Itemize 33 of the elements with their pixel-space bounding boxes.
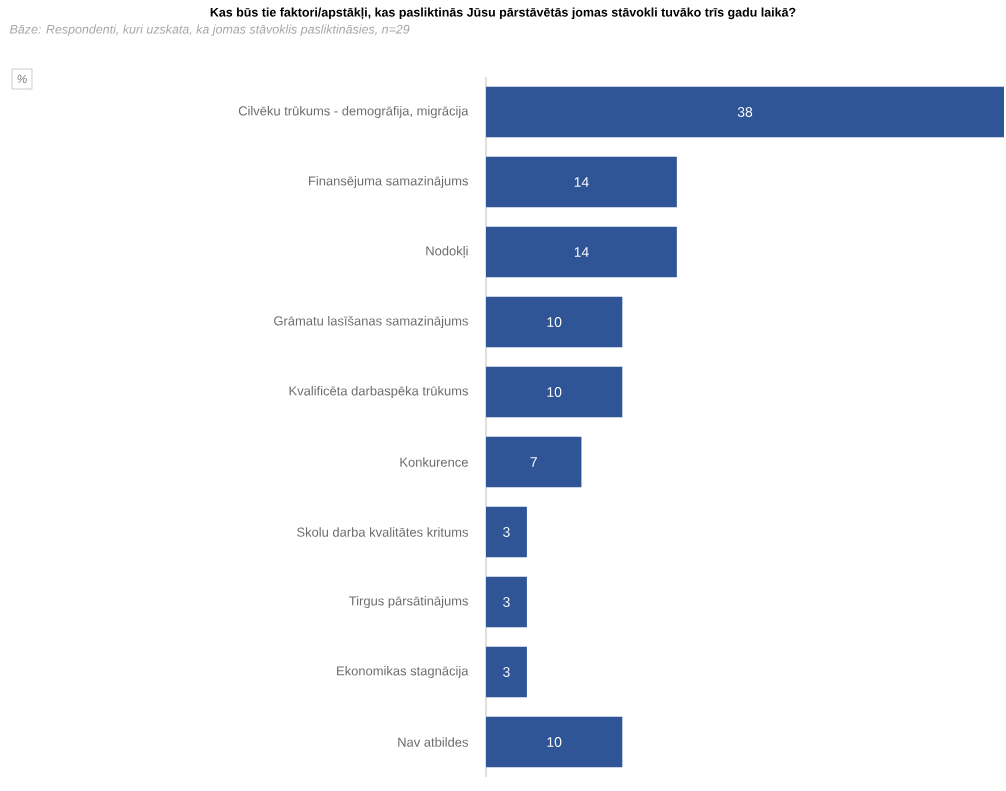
y-tick-label: Nodokļi (426, 245, 468, 259)
data-label: 7 (530, 457, 537, 467)
data-label: 10 (547, 387, 562, 397)
bar (486, 716, 623, 768)
chart-title: Kas būs tie faktori/apstākļi, kas pasliktinās Jūsu pārstāvētās jomas stāvokli tuvāko trīs gadu laikā? (210, 7, 796, 20)
y-tick-label: Kvalificēta darbaspēka trūkums (289, 385, 468, 399)
bar (486, 646, 527, 698)
text: % (17, 74, 27, 84)
bar (486, 576, 527, 628)
bar (486, 436, 582, 488)
data-label: 38 (737, 107, 753, 117)
y-tick-label: Tirgus pārsātinājums (349, 595, 468, 609)
text: Bāze: Respondenti, kuri uzskata, ka jomas stāvoklis pasliktināsies, n=29 (9, 24, 410, 37)
bar (486, 156, 677, 208)
y-tick-label: Cilvēku trūkums - demogrāfija, migrācija (238, 105, 469, 119)
data-label: 3 (503, 667, 510, 677)
y-tick-label: Konkurence (400, 457, 468, 467)
data-label: 3 (503, 527, 510, 537)
y-tick-label: Skolu darba kvalitātes kritums (297, 527, 468, 537)
y-tick-label: Grāmatu lasīšanas samazinājums (274, 315, 468, 329)
bar (486, 366, 623, 418)
data-label: 14 (574, 247, 589, 257)
bar (486, 296, 623, 348)
data-label: 14 (574, 177, 589, 187)
y-tick-label: Nav atbildes (398, 737, 468, 747)
bar (486, 86, 1004, 138)
data-label: 3 (503, 597, 510, 607)
data-label: 10 (547, 317, 562, 327)
bar (486, 506, 527, 558)
bar (486, 226, 677, 278)
y-tick-label: Finansējuma samazinājums (309, 175, 468, 189)
data-label: 10 (547, 737, 562, 747)
y-tick-label: Ekonomikas stagnācija (337, 665, 469, 679)
